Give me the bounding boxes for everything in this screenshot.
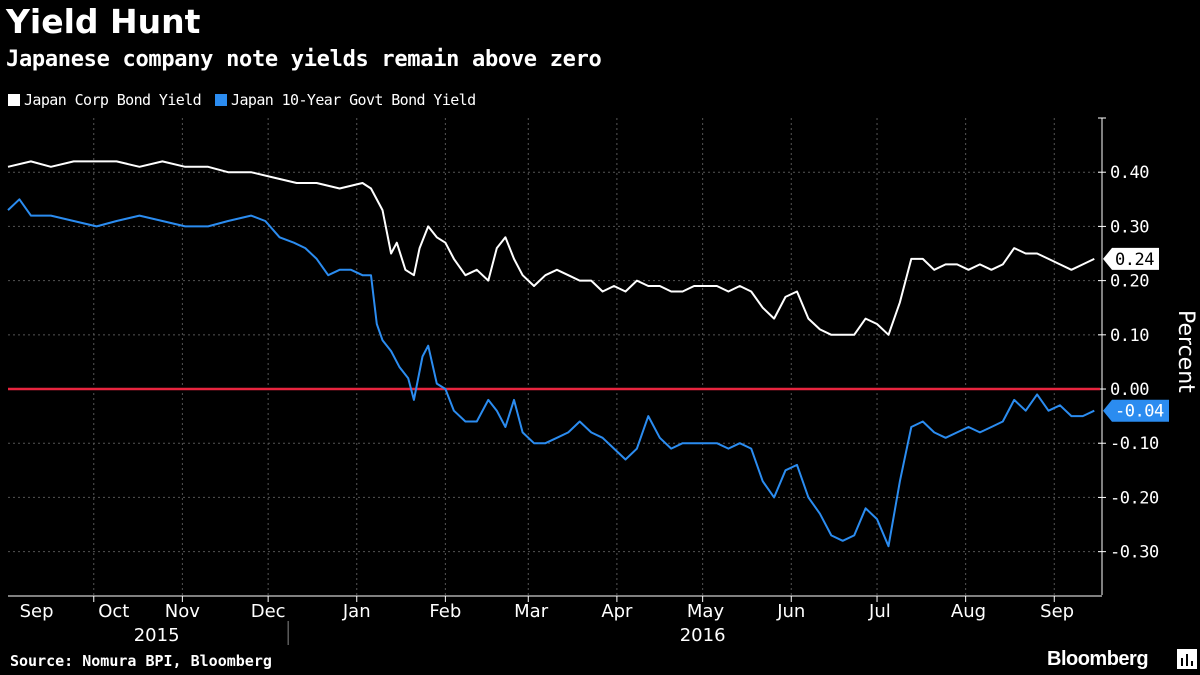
legend-swatch-corp xyxy=(8,94,20,106)
bloomberg-terminal-icon xyxy=(1177,649,1197,669)
y-tick-label-3: 0.10 xyxy=(1110,326,1149,346)
x-tick-label-3: Dec xyxy=(251,601,286,622)
last-value-label-govt: -0.04 xyxy=(1115,402,1164,422)
y-axis-label-box: Percent xyxy=(1168,310,1200,400)
x-tick-label-5: Feb xyxy=(429,601,461,622)
legend-swatch-govt xyxy=(215,94,228,106)
series-line-govt xyxy=(7,198,1095,548)
last-value-tag-govt xyxy=(1103,399,1169,422)
y-tick-label-0: 0.40 xyxy=(1110,163,1149,183)
y-tick-label-7: -0.30 xyxy=(1110,543,1159,563)
x-tick-label-10: Jul xyxy=(868,601,891,622)
x-tick-label-9: Jun xyxy=(776,601,805,622)
year-label-1: 2016 xyxy=(680,625,726,646)
x-tick-label-11: Aug xyxy=(951,601,986,622)
y-tick-label-1: 0.30 xyxy=(1110,217,1149,237)
x-tick-label-1: Oct xyxy=(98,601,129,622)
chart-title: Yield Hunt xyxy=(6,2,201,41)
x-tick-label-0: Sep xyxy=(20,601,54,622)
last-value-label-corp: 0.24 xyxy=(1115,250,1154,270)
legend-item-corp: Japan Corp Bond Yield xyxy=(8,90,202,110)
x-tick-label-6: Mar xyxy=(514,601,549,622)
bloomberg-logo: Bloomberg xyxy=(1047,648,1149,670)
chart-subtitle: Japanese company note yields remain abov… xyxy=(6,47,602,72)
legend-label-corp: Japan Corp Bond Yield xyxy=(24,91,202,109)
y-tick-label-6: -0.20 xyxy=(1110,488,1159,508)
legend-item-govt: Japan 10-Year Govt Bond Yield xyxy=(215,90,476,110)
x-tick-label-7: Apr xyxy=(601,601,633,622)
legend-label-govt: Japan 10-Year Govt Bond Yield xyxy=(231,91,476,109)
x-tick-label-2: Nov xyxy=(165,601,200,622)
legend: Japan Corp Bond Yield Japan 10-Year Govt… xyxy=(8,90,476,110)
x-tick-label-8: May xyxy=(687,601,725,622)
y-tick-label-2: 0.20 xyxy=(1110,272,1149,292)
y-tick-label-4: 0.00 xyxy=(1110,380,1149,400)
y-tick-label-5: -0.10 xyxy=(1110,434,1159,454)
y-axis-label: Percent xyxy=(1173,310,1198,393)
series-line-corp xyxy=(7,160,1095,336)
year-label-0: 2015 xyxy=(134,625,180,646)
x-tick-label-12: Sep xyxy=(1040,601,1074,622)
source-note: Source: Nomura BPI, Bloomberg xyxy=(10,652,272,670)
last-value-tag-corp xyxy=(1103,247,1159,270)
x-tick-label-4: Jan xyxy=(342,601,371,622)
